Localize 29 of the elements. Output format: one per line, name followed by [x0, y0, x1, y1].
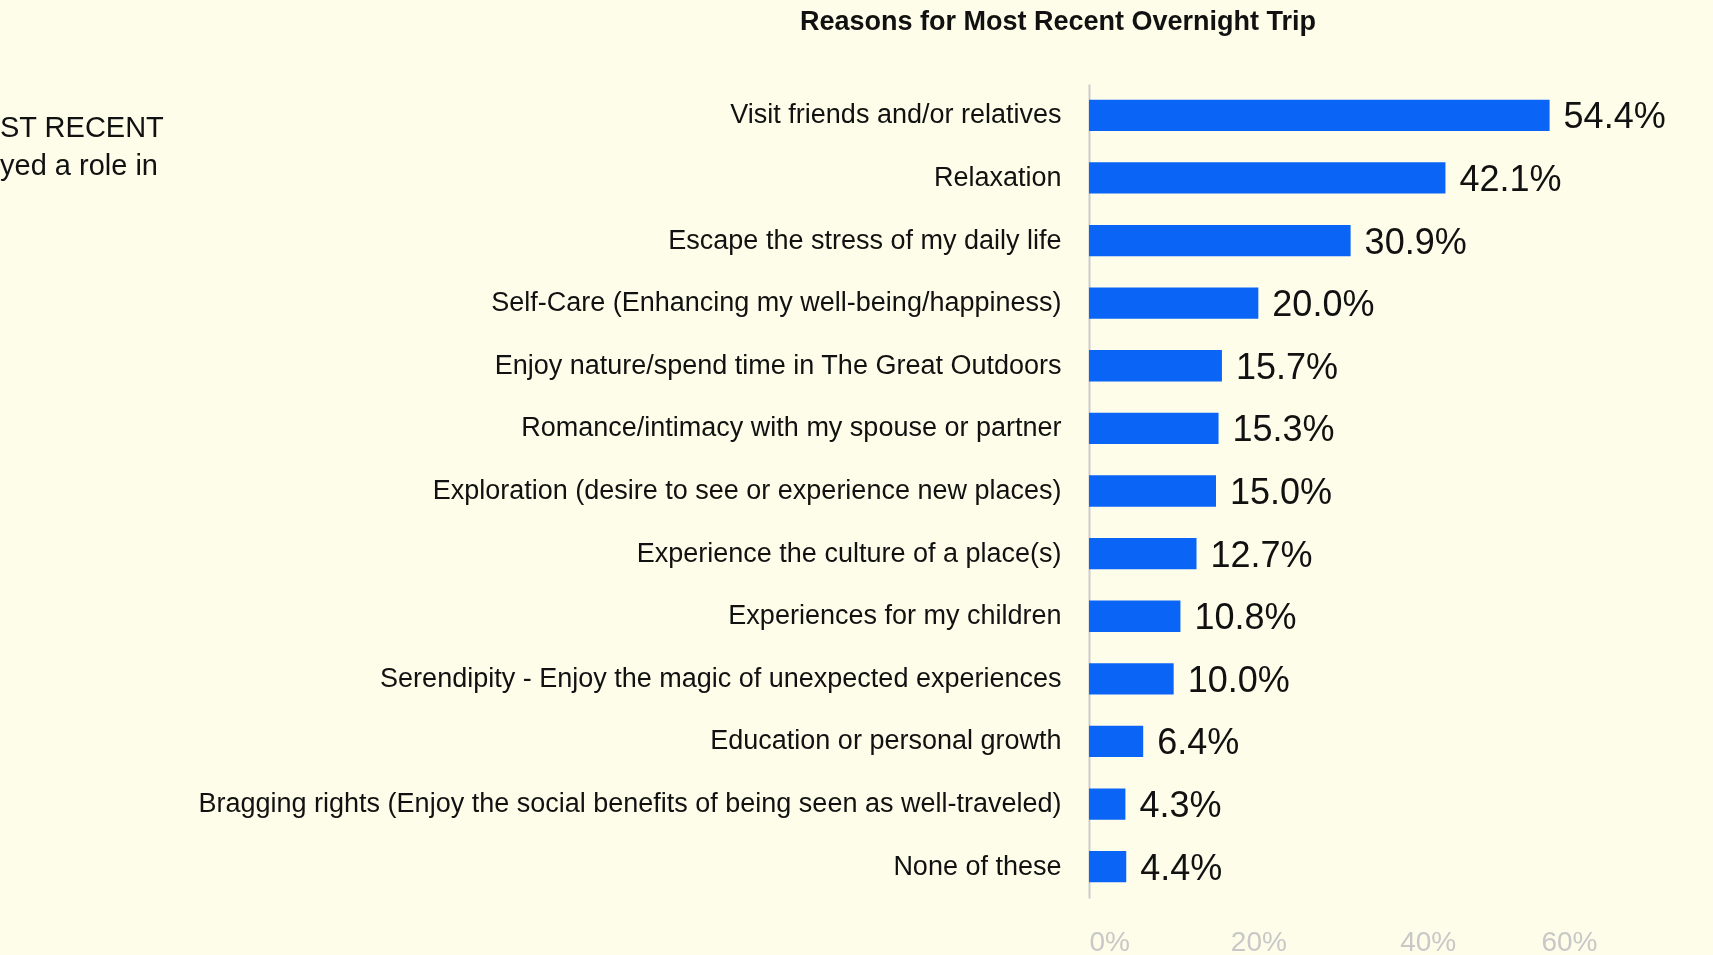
y-tick-label: Experience the culture of a place(s) — [636, 537, 1062, 568]
chart-title: Reasons for Most Recent Overnight Trip — [800, 6, 1317, 36]
y-tick-label: Romance/intimacy with my spouse or partner — [521, 412, 1062, 443]
y-tick-label: Experiences for my children — [728, 600, 1062, 631]
y-tick-label: Escape the stress of my daily life — [668, 224, 1062, 255]
y-tick-label: Exploration (desire to see or experience new places) — [432, 475, 1062, 505]
data-label: 10.8% — [1194, 596, 1297, 638]
data-label: 10.0% — [1187, 658, 1290, 700]
text: ST RECENT — [0, 110, 164, 145]
y-tick-label: Bragging rights (Enjoy the social benefits of being seen as well-traveled) — [198, 788, 1062, 819]
y-tick-label: None of these — [893, 850, 1062, 881]
data-label: 42.1% — [1459, 157, 1562, 199]
y-tick-label: Visit friends and/or relatives — [730, 99, 1062, 130]
y-tick-label: Serendipity - Enjoy the magic of unexpected experiences — [380, 662, 1062, 693]
y-tick-label: Self-Care (Enhancing my well-being/happiness) — [491, 287, 1062, 318]
text: yed a role in — [0, 148, 159, 183]
data-label: 15.7% — [1235, 345, 1338, 387]
y-tick-label: Education or personal growth — [710, 725, 1062, 756]
data-label: 6.4% — [1157, 721, 1240, 763]
y-tick-label: Relaxation — [933, 161, 1062, 192]
data-label: 54.4% — [1563, 95, 1666, 137]
data-label: 20.0% — [1272, 283, 1375, 325]
data-label: 4.4% — [1140, 846, 1223, 888]
data-label: 30.9% — [1364, 220, 1467, 262]
data-label: 12.7% — [1210, 533, 1313, 575]
y-tick-label: Enjoy nature/spend time in The Great Outdoors — [494, 349, 1062, 380]
data-label: 15.3% — [1232, 408, 1335, 450]
data-label: 15.0% — [1230, 471, 1333, 512]
data-label: 4.3% — [1139, 784, 1222, 826]
